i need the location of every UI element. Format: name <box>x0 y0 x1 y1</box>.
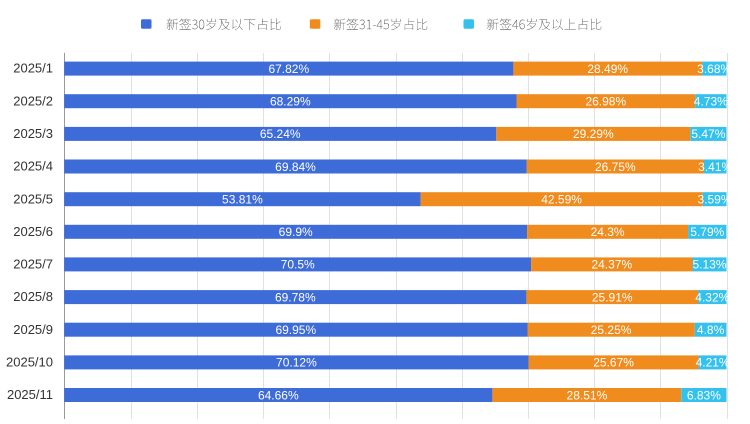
svg-text:69.78%: 69.78% <box>275 290 316 304</box>
svg-text:69.9%: 69.9% <box>279 225 313 239</box>
svg-text:65.24%: 65.24% <box>260 127 301 141</box>
svg-text:4.21%: 4.21% <box>696 356 730 370</box>
svg-text:28.51%: 28.51% <box>567 388 608 402</box>
svg-text:2025/2: 2025/2 <box>13 93 53 108</box>
svg-text:2025/11: 2025/11 <box>7 387 53 402</box>
svg-text:24.3%: 24.3% <box>591 225 625 239</box>
svg-text:3.59%: 3.59% <box>697 193 731 207</box>
svg-text:68.29%: 68.29% <box>270 95 311 109</box>
svg-text:25.91%: 25.91% <box>592 290 633 304</box>
svg-text:5.79%: 5.79% <box>690 225 724 239</box>
svg-text:25.25%: 25.25% <box>591 323 632 337</box>
svg-text:24.37%: 24.37% <box>591 258 632 272</box>
svg-text:3.41%: 3.41% <box>698 160 732 174</box>
svg-text:69.84%: 69.84% <box>275 160 316 174</box>
svg-text:4.32%: 4.32% <box>695 290 729 304</box>
svg-text:53.81%: 53.81% <box>222 193 263 207</box>
svg-text:2025/9: 2025/9 <box>13 322 53 337</box>
svg-text:3.68%: 3.68% <box>697 62 731 76</box>
svg-text:2025/3: 2025/3 <box>13 126 53 141</box>
svg-text:25.67%: 25.67% <box>593 356 634 370</box>
svg-text:28.49%: 28.49% <box>587 62 628 76</box>
svg-text:29.29%: 29.29% <box>573 127 614 141</box>
svg-text:2025/7: 2025/7 <box>13 257 53 272</box>
svg-text:4.8%: 4.8% <box>697 323 725 337</box>
svg-text:70.5%: 70.5% <box>281 258 315 272</box>
svg-text:26.98%: 26.98% <box>585 95 626 109</box>
svg-text:2025/1: 2025/1 <box>13 61 53 76</box>
svg-text:67.82%: 67.82% <box>268 62 309 76</box>
svg-text:2025/6: 2025/6 <box>13 224 53 239</box>
svg-text:5.13%: 5.13% <box>692 258 726 272</box>
svg-text:26.75%: 26.75% <box>595 160 636 174</box>
svg-text:2025/10: 2025/10 <box>6 355 53 370</box>
svg-text:5.47%: 5.47% <box>691 127 725 141</box>
svg-text:42.59%: 42.59% <box>541 193 582 207</box>
svg-text:2025/5: 2025/5 <box>13 191 53 206</box>
svg-text:70.12%: 70.12% <box>276 356 317 370</box>
svg-text:2025/8: 2025/8 <box>13 289 53 304</box>
svg-text:64.66%: 64.66% <box>258 388 299 402</box>
svg-text:6.83%: 6.83% <box>687 388 721 402</box>
svg-text:4.73%: 4.73% <box>694 95 728 109</box>
svg-text:2025/4: 2025/4 <box>13 159 53 174</box>
svg-text:69.95%: 69.95% <box>275 323 316 337</box>
